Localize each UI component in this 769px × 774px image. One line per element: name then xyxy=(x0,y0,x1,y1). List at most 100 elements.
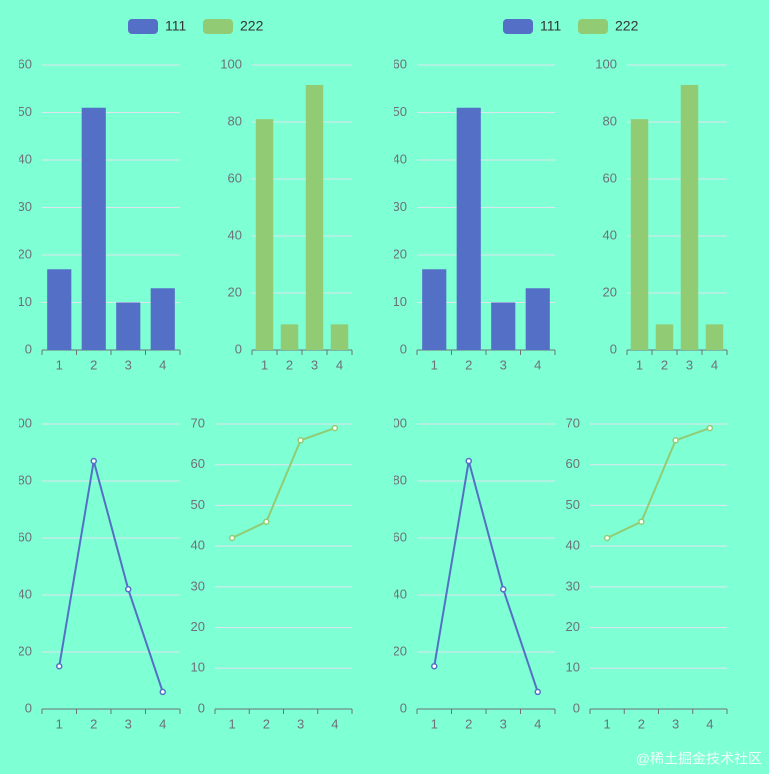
bar xyxy=(305,84,324,350)
y-tick-label: 60 xyxy=(393,529,407,544)
subchart: 0 20 40 60 80 100 1 2 3 4 xyxy=(18,415,181,731)
x-tick-label: 4 xyxy=(159,357,166,372)
y-tick-label: 70 xyxy=(191,415,205,430)
y-tick-label: 40 xyxy=(228,227,242,242)
bar xyxy=(525,288,550,350)
line xyxy=(433,460,539,693)
legend-label: 222 xyxy=(240,18,264,34)
y-tick-label: 40 xyxy=(393,586,407,601)
subchart: 0 20 40 60 80 100 1 2 3 4 xyxy=(220,56,353,372)
subchart: 0 10 20 30 40 50 60 1 2 3 4 xyxy=(393,56,556,372)
y-tick-label: 100 xyxy=(385,415,407,430)
x-tick-label: 2 xyxy=(263,716,270,731)
point xyxy=(465,457,472,465)
y-tick-label: 60 xyxy=(603,170,617,185)
legend-swatch xyxy=(203,19,233,34)
y-tick-label: 0 xyxy=(400,341,407,356)
y-tick-label: 0 xyxy=(400,700,407,715)
y-tick-label: 20 xyxy=(191,619,205,634)
x-tick-label: 3 xyxy=(297,716,304,731)
bar xyxy=(705,324,724,350)
y-tick-label: 20 xyxy=(393,643,407,658)
y-tick-label: 50 xyxy=(566,497,580,512)
bar xyxy=(47,269,72,350)
y-tick-label: 80 xyxy=(393,472,407,487)
x-tick-label: 1 xyxy=(431,716,438,731)
y-tick-label: 60 xyxy=(18,56,32,71)
point xyxy=(297,437,304,444)
bar xyxy=(680,84,699,350)
watermark: @稀土掘金技术社区 xyxy=(636,751,762,767)
point xyxy=(431,663,438,670)
y-tick-label: 20 xyxy=(603,284,617,299)
x-tick-label: 3 xyxy=(500,716,507,731)
x-tick-label: 4 xyxy=(331,716,338,731)
x-tick-label: 2 xyxy=(638,716,645,731)
y-tick-label: 20 xyxy=(228,284,242,299)
y-tick-label: 20 xyxy=(18,246,32,261)
legend-swatch xyxy=(128,19,158,34)
x-tick-label: 3 xyxy=(311,357,318,372)
point xyxy=(706,424,714,432)
y-tick-label: 20 xyxy=(393,246,407,261)
y-tick-label: 40 xyxy=(393,151,407,166)
y-tick-label: 80 xyxy=(228,113,242,128)
x-tick-label: 4 xyxy=(706,716,713,731)
x-tick-label: 2 xyxy=(90,357,97,372)
x-tick-label: 4 xyxy=(336,357,343,372)
line xyxy=(58,460,164,693)
legend-swatch xyxy=(578,19,608,34)
y-tick-label: 20 xyxy=(566,619,580,634)
y-tick-label: 0 xyxy=(573,700,580,715)
y-tick-label: 40 xyxy=(603,227,617,242)
x-tick-label: 4 xyxy=(711,357,718,372)
x-tick-label: 1 xyxy=(604,716,611,731)
legend-label: 111 xyxy=(540,18,561,34)
y-tick-label: 70 xyxy=(566,415,580,430)
y-tick-label: 20 xyxy=(18,643,32,658)
subchart: 0 20 40 60 80 100 1 2 3 4 xyxy=(595,56,728,372)
x-tick-label: 4 xyxy=(534,716,541,731)
x-tick-label: 1 xyxy=(261,357,268,372)
y-tick-label: 10 xyxy=(566,660,580,675)
y-tick-label: 30 xyxy=(191,578,205,593)
x-tick-label: 3 xyxy=(125,357,132,372)
y-tick-label: 30 xyxy=(18,199,32,214)
bar xyxy=(491,302,516,350)
y-tick-label: 30 xyxy=(566,578,580,593)
x-tick-label: 1 xyxy=(229,716,236,731)
bar xyxy=(116,302,141,350)
x-tick-label: 2 xyxy=(465,716,472,731)
x-tick-label: 4 xyxy=(159,716,166,731)
point xyxy=(125,586,132,593)
y-tick-label: 80 xyxy=(18,472,32,487)
x-tick-label: 3 xyxy=(672,716,679,731)
y-tick-label: 0 xyxy=(610,341,617,356)
y-tick-label: 0 xyxy=(198,700,205,715)
point xyxy=(500,586,507,593)
point xyxy=(90,457,97,465)
bar xyxy=(255,119,274,351)
y-tick-label: 100 xyxy=(220,56,242,71)
bar xyxy=(630,119,649,351)
point xyxy=(638,518,645,525)
x-tick-label: 2 xyxy=(286,357,293,372)
y-tick-label: 50 xyxy=(191,497,205,512)
x-tick-label: 4 xyxy=(534,357,541,372)
point xyxy=(228,534,236,542)
y-tick-label: 100 xyxy=(595,56,617,71)
x-tick-label: 3 xyxy=(500,357,507,372)
x-tick-label: 1 xyxy=(636,357,643,372)
bar xyxy=(81,107,106,350)
y-tick-label: 60 xyxy=(18,529,32,544)
subchart: 0 20 40 60 80 100 1 2 3 4 xyxy=(385,415,556,731)
line xyxy=(606,427,711,539)
y-tick-label: 40 xyxy=(191,538,205,553)
bar xyxy=(456,107,481,350)
x-tick-label: 1 xyxy=(431,357,438,372)
point xyxy=(159,688,166,696)
x-tick-label: 1 xyxy=(56,357,63,372)
line xyxy=(231,427,336,539)
